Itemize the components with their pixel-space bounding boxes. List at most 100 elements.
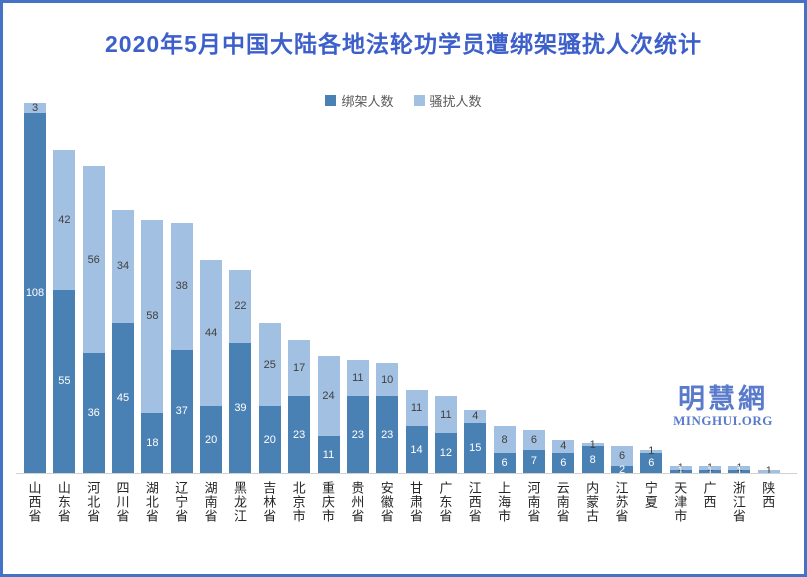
bar-segment-kidnapped (640, 453, 663, 473)
x-axis-label: 陕西 (760, 481, 776, 509)
bar-label-kidnapped: 18 (146, 437, 159, 449)
bar-label-harassed: 6 (618, 450, 626, 463)
legend-item-harassed: 骚扰人数 (413, 91, 482, 110)
bar-segment-kidnapped (405, 426, 428, 473)
bar-segment-kidnapped (141, 413, 164, 473)
x-axis-label: 四川省 (114, 481, 130, 523)
bar-label-harassed: 22 (234, 300, 247, 313)
bar-segment-harassed (669, 466, 692, 470)
bar-label-harassed: 1 (589, 438, 596, 451)
bar-label-kidnapped: 23 (351, 428, 364, 441)
bar-segment-kidnapped (82, 353, 105, 473)
x-axis-label: 吉林省 (261, 481, 277, 523)
bar-segment-harassed (552, 439, 575, 453)
x-axis-label: 黑龙江 (231, 481, 247, 523)
bar-segment-harassed (405, 389, 428, 427)
bar-segment-kidnapped (200, 406, 223, 473)
bar-segment-kidnapped (24, 113, 46, 473)
x-axis-label: 湖北省 (143, 481, 159, 523)
bar-segment-kidnapped (434, 433, 457, 473)
bar-label-harassed: 1 (677, 462, 684, 474)
legend: 绑架人数 骚扰人数 (3, 91, 804, 110)
x-axis-label: 江苏省 (613, 481, 629, 523)
x-axis-label: 宁夏 (642, 481, 658, 509)
x-axis-line (16, 473, 797, 474)
bar-label-kidnapped: 7 (530, 455, 537, 468)
bar-label-harassed: 4 (560, 440, 567, 453)
x-axis-label: 内蒙古 (584, 481, 600, 523)
bar-segment-kidnapped (53, 289, 76, 473)
x-axis-label: 辽宁省 (173, 481, 189, 523)
x-axis-label: 广东省 (437, 481, 453, 523)
bar-segment-harassed (699, 466, 722, 470)
bar-label-harassed: 10 (381, 373, 394, 386)
bar-segment-harassed (317, 356, 340, 437)
bar-label-kidnapped: 45 (116, 392, 130, 404)
bar-segment-harassed (464, 409, 487, 423)
x-axis-label: 河南省 (525, 481, 541, 523)
bar-segment-harassed (522, 429, 545, 450)
bar-segment-harassed (170, 223, 193, 350)
x-axis-label: 云南省 (554, 481, 570, 523)
bar-segment-kidnapped (728, 469, 751, 473)
bar-segment-kidnapped (229, 343, 252, 473)
bar-segment-harassed (82, 166, 105, 353)
bar-label-harassed: 8 (501, 433, 508, 446)
bar-label-harassed: 11 (352, 372, 364, 384)
bar-label-kidnapped: 20 (263, 433, 276, 446)
legend-label-kidnapped: 绑架人数 (341, 94, 394, 109)
bar-label-harassed: 1 (706, 462, 714, 474)
bar-label-harassed: 44 (204, 327, 218, 339)
legend-swatch-kidnapped (325, 95, 337, 106)
bar-label-harassed: 38 (175, 280, 188, 293)
x-axis-label: 山西省 (26, 481, 42, 523)
bar-segment-kidnapped (493, 453, 516, 473)
bar-label-harassed: 3 (31, 102, 39, 114)
bar-label-kidnapped: 39 (234, 402, 247, 414)
x-axis-label: 上海市 (496, 481, 512, 523)
watermark-chinese: 明慧網 (678, 384, 768, 414)
x-axis-label: 河北省 (85, 481, 101, 523)
bar-segment-kidnapped (258, 406, 281, 473)
bar-segment-harassed (141, 219, 164, 413)
bar-label-harassed: 42 (58, 213, 71, 226)
bar-segment-harassed (493, 426, 516, 453)
bar-segment-harassed (229, 269, 252, 343)
x-axis-label: 湖南省 (202, 481, 218, 523)
bar-label-kidnapped: 23 (293, 428, 306, 441)
bar-label-kidnapped: 37 (175, 405, 188, 418)
bar-label-kidnapped: 23 (381, 428, 394, 441)
bar-label-kidnapped: 1 (677, 465, 684, 478)
bar-label-kidnapped: 1 (736, 465, 743, 478)
bar-label-kidnapped: 55 (58, 375, 71, 388)
x-axis-label: 天津市 (672, 481, 688, 523)
bar-label-kidnapped: 36 (87, 407, 100, 419)
minghui-watermark: 明慧網 MINGHUI.ORG (663, 385, 783, 429)
bar-label-kidnapped: 6 (501, 457, 508, 469)
bar-segment-kidnapped (611, 466, 633, 473)
bar-label-harassed: 11 (410, 402, 423, 414)
bar-segment-harassed (757, 469, 780, 473)
bar-segment-harassed (288, 339, 311, 397)
bar-label-harassed: 56 (87, 253, 100, 266)
bar-label-harassed: 34 (116, 260, 130, 273)
bar-segment-kidnapped (552, 453, 575, 473)
legend-swatch-harassed (413, 95, 425, 106)
bar-segment-harassed (581, 443, 604, 447)
bar-segment-harassed (640, 449, 663, 453)
bar-segment-harassed (258, 323, 281, 407)
x-axis-label: 江西省 (466, 481, 482, 523)
x-axis-label: 浙江省 (730, 481, 746, 523)
bar-label-harassed: 11 (440, 408, 452, 421)
bar-segment-kidnapped (376, 396, 399, 473)
bar-label-kidnapped: 15 (469, 442, 482, 454)
chart-title: 2020年5月中国大陆各地法轮功学员遭绑架骚扰人次统计 (105, 31, 702, 57)
bar-label-kidnapped: 14 (410, 443, 423, 456)
bar-segment-kidnapped (317, 436, 340, 473)
bar-segment-kidnapped (699, 469, 722, 473)
bar-label-kidnapped: 8 (589, 453, 596, 466)
bar-label-kidnapped: 20 (204, 433, 218, 446)
bar-segment-harassed (112, 209, 135, 323)
bar-segment-kidnapped (581, 446, 604, 473)
